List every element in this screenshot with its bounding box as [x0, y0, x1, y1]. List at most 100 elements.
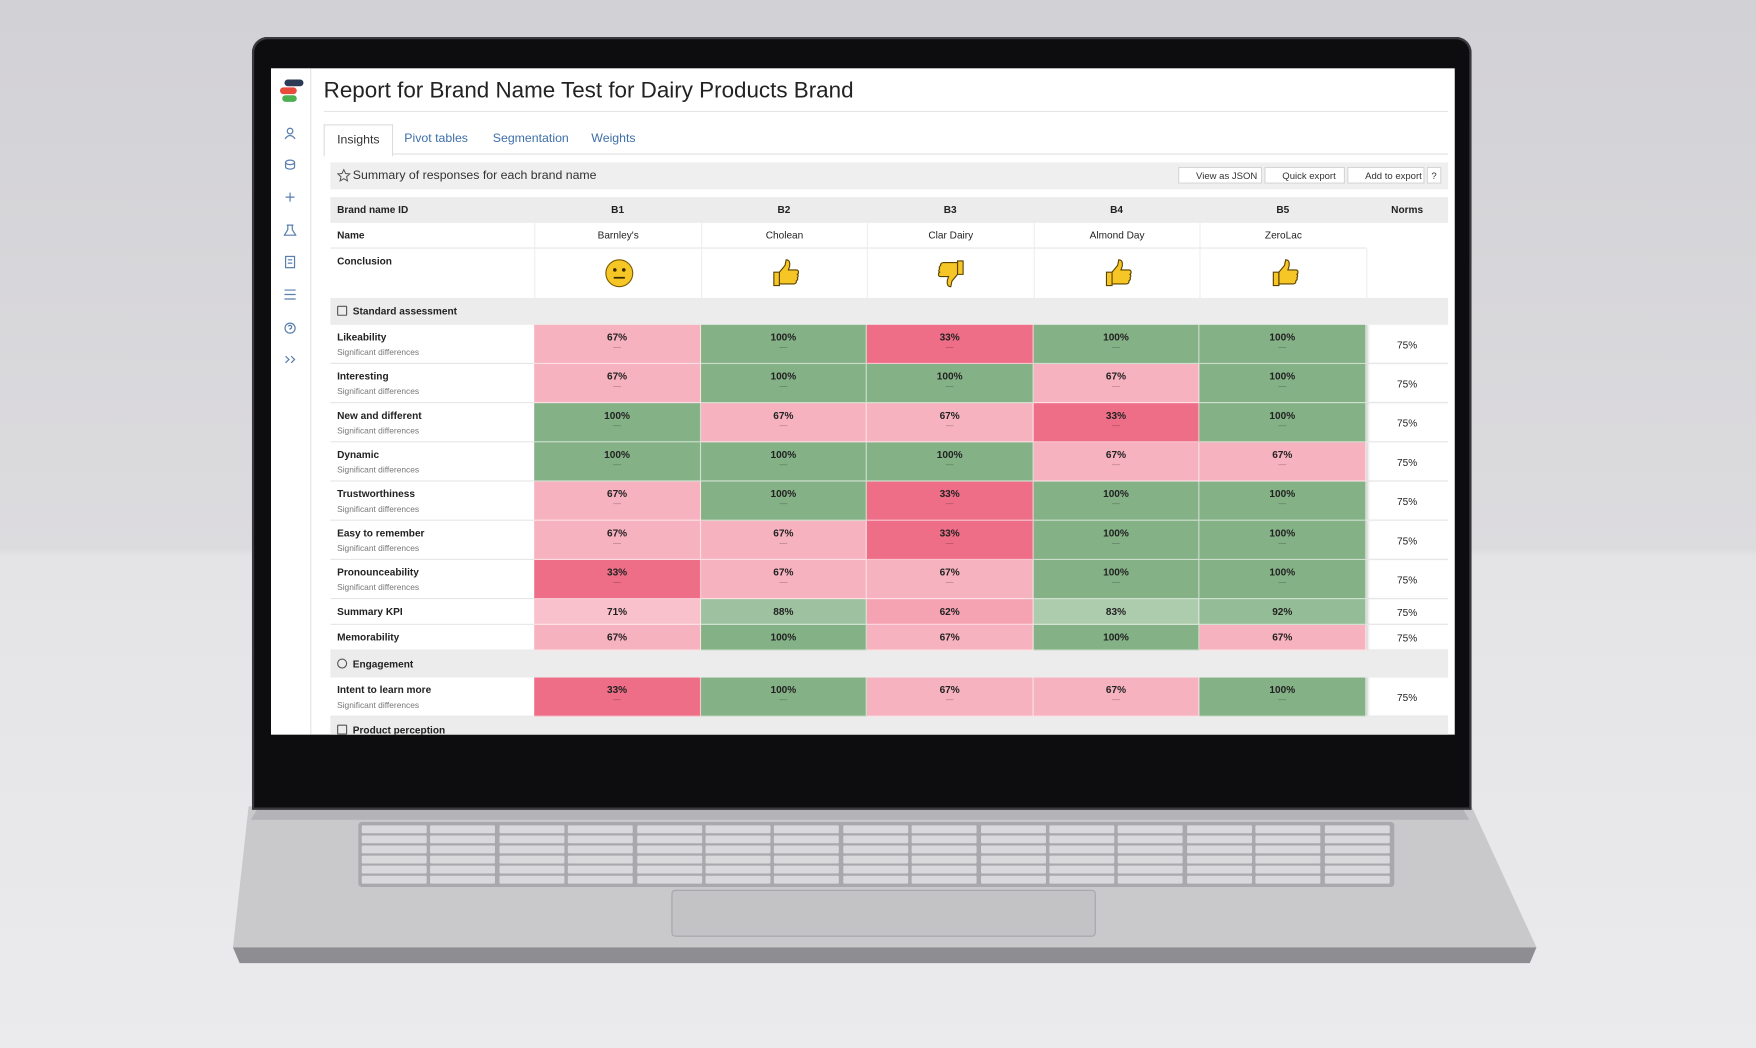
score-cell: 100% — — [866, 363, 1034, 404]
key — [1118, 835, 1184, 844]
score-value: 100% — [770, 370, 797, 382]
key — [980, 845, 1046, 854]
sig-mark: — — [779, 578, 788, 587]
tab[interactable]: Weights — [591, 132, 636, 146]
row-label-text: Memorability — [337, 631, 400, 643]
sig-mark: — — [945, 696, 954, 705]
score-cell: 67% — [534, 624, 702, 651]
score-value: 100% — [1103, 488, 1129, 500]
key — [361, 875, 427, 884]
score-cell: 100% — — [1033, 324, 1200, 364]
score-cell: 100% — — [701, 324, 867, 364]
score-cell: 67% — — [534, 481, 702, 521]
score-cell: 67% — [1199, 624, 1367, 651]
sig-mark: — — [613, 422, 621, 431]
key — [430, 835, 496, 844]
section-bg — [330, 716, 1449, 735]
score-cell: 33% — — [534, 677, 702, 717]
row-sublabel: Significant differences — [337, 386, 420, 397]
action-button[interactable]: View as JSON — [1178, 166, 1263, 184]
score-cell: 62% — [866, 599, 1034, 625]
norm-value: 75% — [1366, 521, 1449, 560]
conclusion-label: Conclusion — [337, 255, 392, 267]
score-value: 100% — [604, 449, 630, 461]
sig-mark: — — [613, 539, 621, 548]
tab[interactable]: Segmentation — [492, 132, 569, 146]
key — [636, 835, 702, 844]
section-title: Product perception — [352, 724, 446, 735]
score-cell: 100% — — [1033, 481, 1200, 521]
nav-icons — [283, 127, 297, 364]
conclusion-icon — [604, 259, 633, 288]
score-cell: 100% — — [1199, 520, 1367, 560]
tab[interactable]: Insights — [323, 124, 393, 157]
key — [1255, 845, 1321, 854]
key — [499, 835, 565, 844]
brand-id: B4 — [1110, 203, 1123, 216]
key — [567, 865, 633, 874]
key — [1049, 835, 1115, 844]
score-cell: 92% — [1199, 599, 1367, 625]
help-button[interactable]: ? — [1426, 166, 1442, 184]
row-label: New and different Significant differences — [330, 403, 535, 443]
score-cell: 100% — — [701, 481, 867, 521]
sig-mark: — — [613, 383, 621, 391]
key — [430, 855, 496, 864]
sig-mark: — — [613, 343, 621, 352]
key — [1118, 875, 1184, 884]
tab[interactable]: Pivot tables — [404, 132, 468, 146]
key — [430, 865, 496, 874]
key — [636, 865, 702, 874]
conclusion-icon — [1272, 259, 1298, 287]
action-button[interactable]: Add to export — [1347, 166, 1425, 184]
score-cell: 100% — — [701, 442, 867, 482]
score-value: 67% — [606, 331, 628, 343]
key — [774, 835, 840, 844]
key — [499, 875, 565, 884]
key — [1324, 835, 1390, 844]
norms-label: Norms — [1391, 203, 1424, 216]
score-value: 33% — [606, 684, 628, 696]
score-cell: 67% — — [1033, 677, 1200, 717]
key — [1186, 835, 1252, 844]
key — [980, 865, 1046, 874]
score-value: 71% — [606, 605, 628, 618]
row-label: Intent to learn more Significant differen… — [330, 678, 535, 717]
norm-value: 75% — [1366, 482, 1449, 521]
key — [911, 865, 977, 874]
norms-empty — [1366, 248, 1448, 298]
score-value: 67% — [606, 370, 628, 382]
key — [1049, 845, 1115, 854]
sig-mark: — — [779, 500, 788, 509]
key — [980, 835, 1046, 844]
row-sublabel: Significant differences — [337, 464, 420, 475]
score-value: 88% — [773, 605, 794, 618]
score-value: 67% — [939, 631, 960, 643]
key — [1049, 825, 1115, 834]
key — [1049, 875, 1115, 884]
conclusion-icon — [1105, 259, 1132, 287]
score-cell: 67% — — [1033, 442, 1200, 482]
sig-mark: — — [1112, 500, 1120, 509]
score-cell: 33% — — [534, 559, 702, 600]
sig-mark: — — [945, 578, 954, 587]
key — [911, 845, 977, 854]
row-label-text: Summary KPI — [337, 605, 403, 618]
score-value: 67% — [773, 566, 794, 578]
score-value: 67% — [1105, 449, 1127, 461]
score-value: 33% — [939, 488, 960, 500]
score-value: 67% — [1105, 684, 1127, 696]
key — [567, 875, 633, 884]
key — [1186, 865, 1252, 874]
action-button[interactable]: Quick export — [1264, 166, 1345, 184]
brand-id: B5 — [1276, 203, 1290, 216]
key — [911, 855, 977, 864]
score-cell: 33% — — [1033, 403, 1200, 443]
key — [430, 875, 496, 884]
score-cell: 100% — — [1199, 559, 1367, 600]
score-value: 62% — [939, 605, 960, 618]
key — [1324, 845, 1390, 854]
score-cell: 33% — — [866, 324, 1034, 364]
sig-mark: — — [779, 696, 788, 705]
section-icon — [337, 724, 348, 735]
